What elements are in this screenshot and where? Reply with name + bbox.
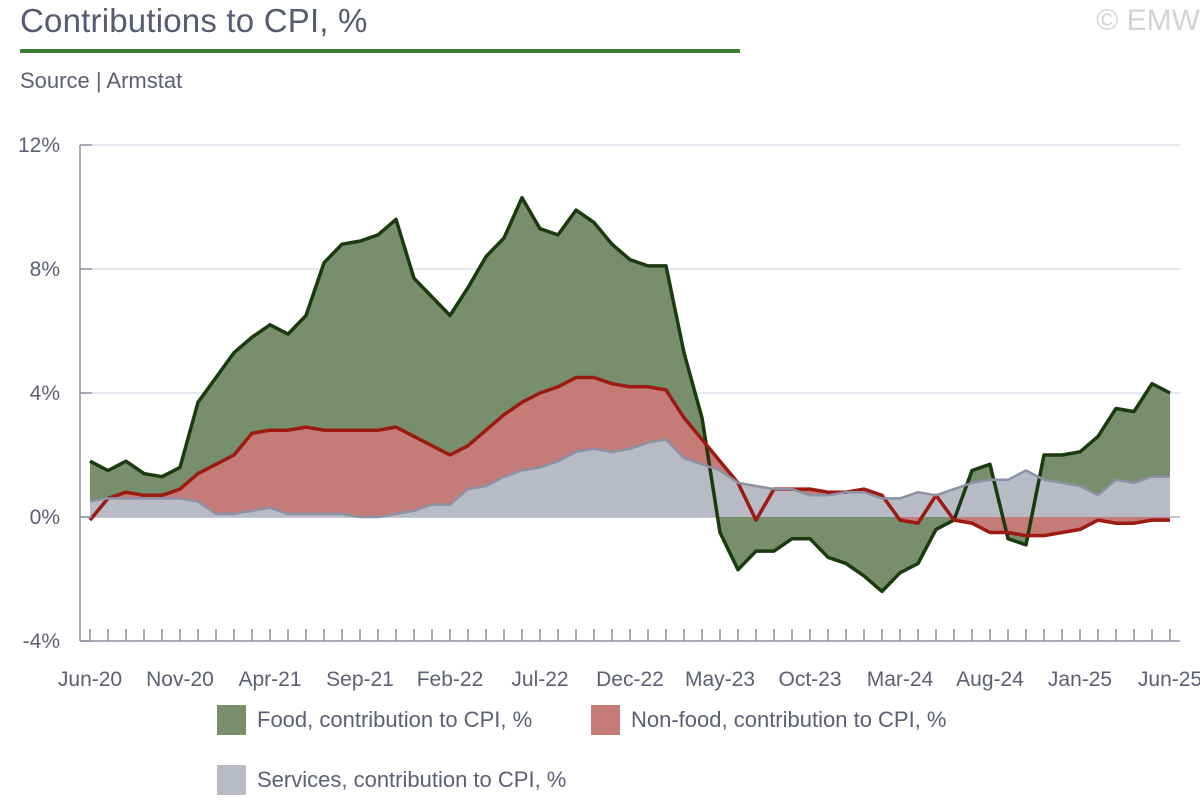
x-tick-label: Jun-25: [1138, 668, 1200, 691]
line-series-0: [89, 195, 1171, 594]
title-underline: [20, 49, 740, 53]
legend-label-services: Services, contribution to CPI, %: [257, 767, 567, 792]
legend-item-food[interactable]: Food, contribution to CPI, %: [217, 705, 532, 735]
x-tick-label: Oct-23: [778, 668, 841, 691]
x-tick-label: Apr-21: [238, 668, 301, 691]
x-tick-label: Nov-20: [146, 668, 214, 691]
chart-title: Contributions to CPI, %: [20, 2, 368, 39]
y-tick-label: 12%: [18, 134, 60, 157]
legend-item-services[interactable]: Services, contribution to CPI, %: [217, 765, 566, 795]
line-series-1: [88, 375, 1170, 538]
y-tick-label: -4%: [23, 630, 60, 653]
legend-label-nonfood: Non-food, contribution to CPI, %: [631, 707, 947, 732]
area-series-2: [90, 439, 1170, 517]
x-tick-label: Sep-21: [326, 668, 394, 691]
x-tick-label: May-23: [685, 668, 755, 691]
line-series-2: [89, 438, 1170, 519]
x-tick-label: Aug-24: [956, 668, 1024, 691]
axis-layer: [79, 144, 1180, 642]
chart-subtitle: Source | Armstat: [20, 68, 183, 93]
copyright-watermark: © EMW: [1096, 4, 1200, 37]
area-layer: [90, 197, 1170, 592]
x-tick-label: Jun-20: [58, 668, 122, 691]
y-tick-label: 8%: [30, 258, 60, 281]
legend-swatch-food: [217, 705, 246, 735]
x-tick-label: Jul-22: [511, 668, 568, 691]
y-tick-label: 4%: [30, 382, 60, 405]
x-tick-label: Jan-25: [1048, 668, 1112, 691]
legend-swatch-nonfood: [591, 705, 620, 735]
x-tick-label: Mar-24: [867, 668, 934, 691]
y-tick-label: 0%: [30, 506, 60, 529]
legend-label-food: Food, contribution to CPI, %: [257, 707, 533, 732]
legend-item-nonfood[interactable]: Non-food, contribution to CPI, %: [591, 705, 947, 735]
x-tick-label: Feb-22: [417, 668, 484, 691]
legend-swatch-services: [217, 765, 246, 795]
line-layer: [88, 195, 1171, 594]
x-tick-label: Dec-22: [596, 668, 664, 691]
label-layer: -4% 0% 4% 8% 12% Jun-20 Nov-20 Apr-21 Sep-21 Feb-…: [18, 134, 1200, 691]
